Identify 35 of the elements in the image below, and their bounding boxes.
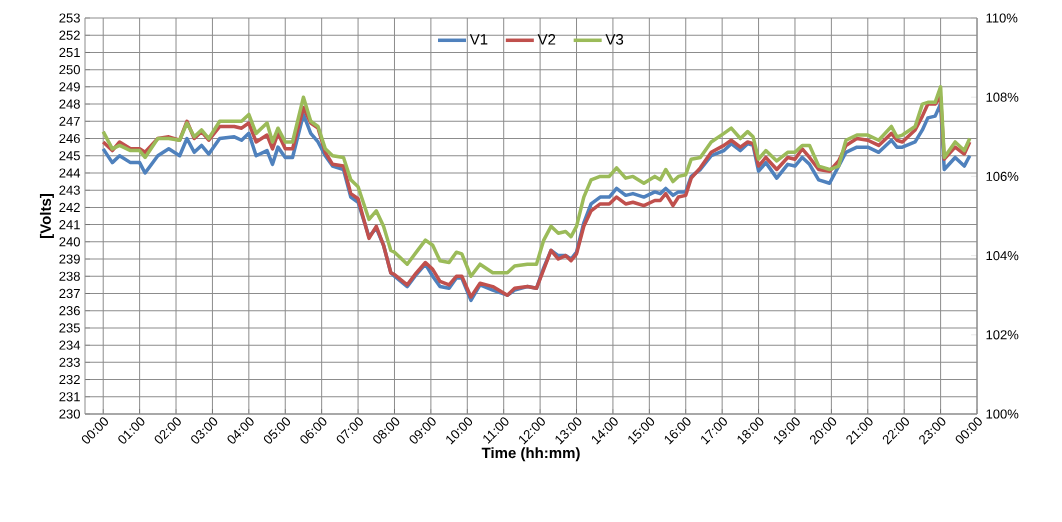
y-tick-label: 233 xyxy=(59,357,80,367)
y-tick-label: 231 xyxy=(59,392,80,402)
legend-label: V3 xyxy=(605,34,624,45)
legend-label: V1 xyxy=(469,34,488,45)
y-tick-label: 247 xyxy=(59,116,80,126)
y-tick-label: 236 xyxy=(59,306,80,316)
y2-tick-label: 102% xyxy=(986,330,1019,340)
y-tick-label: 240 xyxy=(59,237,80,247)
y2-tick-label: 110% xyxy=(986,13,1018,23)
y2-tick-label: 100% xyxy=(986,409,1019,419)
y-tick-label: 250 xyxy=(59,65,80,75)
y2-tick-label: 104% xyxy=(986,250,1019,261)
y2-tick-label: 106% xyxy=(986,171,1019,181)
y-tick-label: 242 xyxy=(59,202,80,212)
y2-tick-label: 108% xyxy=(986,92,1019,102)
y-tick-label: 252 xyxy=(59,30,80,40)
y-tick-label: 245 xyxy=(59,151,80,161)
y-tick-label: 246 xyxy=(59,133,80,144)
legend-label: V2 xyxy=(537,34,556,45)
y-tick-label: 232 xyxy=(59,374,80,385)
x-axis-title: Time (hh:mm) xyxy=(481,447,580,462)
y-tick-label: 234 xyxy=(59,340,81,350)
y-axis-title: [Volts] xyxy=(39,194,54,238)
y-tick-label: 249 xyxy=(59,82,80,92)
y-tick-label: 251 xyxy=(59,47,80,58)
y-tick-label: 253 xyxy=(59,13,80,23)
y-tick-label: 235 xyxy=(59,323,80,333)
y-tick-label: 244 xyxy=(59,168,81,178)
y-tick-label: 239 xyxy=(59,254,80,264)
y-tick-label: 241 xyxy=(59,220,80,230)
y-tick-label: 248 xyxy=(59,99,80,109)
y-tick-label: 243 xyxy=(59,185,80,195)
y-tick-label: 237 xyxy=(59,288,80,299)
y-tick-label: 238 xyxy=(59,271,80,281)
y-tick-label: 230 xyxy=(59,409,80,419)
